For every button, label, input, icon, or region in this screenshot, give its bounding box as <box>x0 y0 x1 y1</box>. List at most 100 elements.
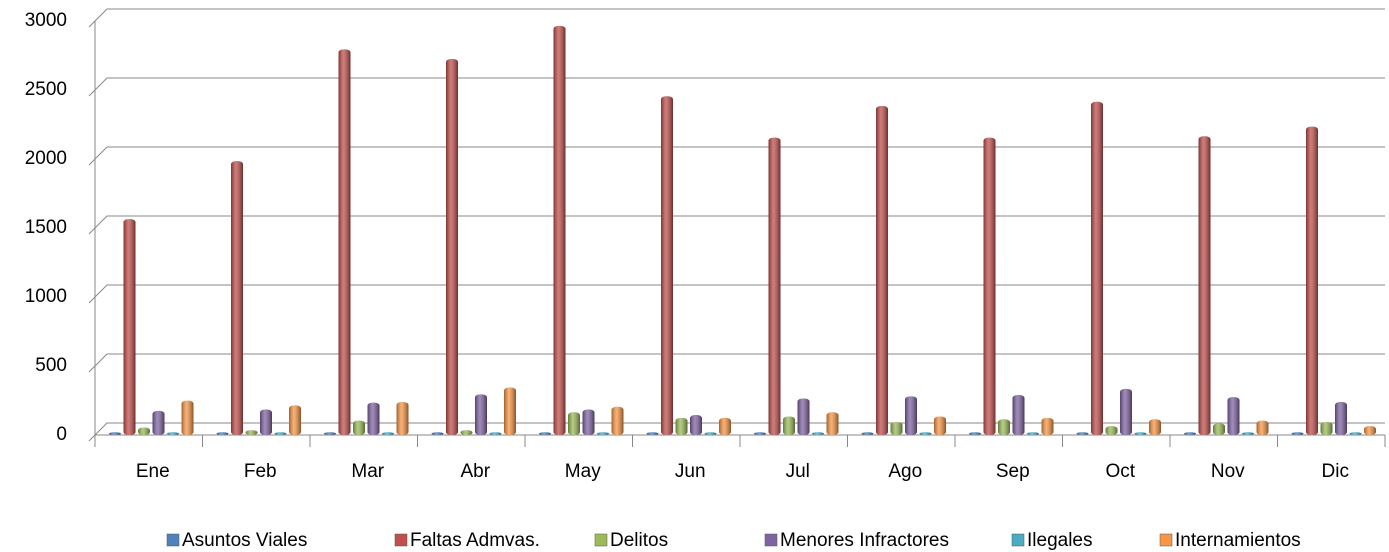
y-tick-label: 2500 <box>25 79 67 100</box>
bar <box>231 161 243 435</box>
grid-line <box>88 215 1385 235</box>
bar <box>934 416 946 435</box>
legend-label: Faltas Admvas. <box>410 530 540 551</box>
bar <box>582 409 595 435</box>
x-tick-label: Jul <box>786 461 810 482</box>
bar <box>1120 388 1132 435</box>
bar <box>1291 432 1304 435</box>
bar <box>152 410 165 435</box>
bar <box>396 401 409 435</box>
bar <box>367 402 380 435</box>
bar <box>338 49 351 436</box>
bar <box>475 394 487 435</box>
legend-swatch <box>1159 533 1173 547</box>
bar <box>167 432 179 435</box>
bar <box>797 398 810 435</box>
bar <box>768 137 781 435</box>
y-tick-label: 1500 <box>25 217 67 238</box>
legend-label: Asuntos Viales <box>182 530 307 551</box>
bar <box>1306 126 1318 435</box>
y-tick-label: 1000 <box>25 286 67 307</box>
y-tick-label: 3000 <box>25 10 67 31</box>
bar <box>1091 101 1103 436</box>
x-tick-label: Abr <box>460 461 490 482</box>
x-tick-label: Dic <box>1322 461 1349 482</box>
x-tick-label: Sep <box>996 461 1030 482</box>
bar <box>675 417 688 435</box>
bar <box>1256 420 1269 435</box>
bar <box>661 96 673 435</box>
bar <box>1184 432 1196 435</box>
bar <box>382 432 394 435</box>
grid-line <box>88 422 1385 442</box>
bar <box>1012 395 1025 435</box>
bar <box>969 432 981 435</box>
bar <box>704 432 717 435</box>
bar <box>460 430 473 435</box>
bar <box>181 400 194 435</box>
bar <box>826 412 839 435</box>
legend-swatch <box>166 533 180 547</box>
bar <box>1213 423 1225 435</box>
legend-label: Internamientos <box>1175 530 1301 551</box>
bar <box>1335 401 1347 435</box>
bar <box>905 396 917 435</box>
y-tick-label: 0 <box>56 424 67 445</box>
bar <box>245 430 258 435</box>
legend-swatch <box>1011 533 1025 547</box>
legend-swatch <box>594 533 608 547</box>
bar <box>719 417 731 435</box>
x-tick-label: Nov <box>1211 461 1245 482</box>
bar <box>1041 417 1054 435</box>
bar <box>324 432 336 435</box>
bar <box>1364 426 1376 435</box>
bar <box>876 105 888 435</box>
bar <box>539 432 551 435</box>
legend-label: Delitos <box>610 530 668 551</box>
bar <box>553 25 566 436</box>
grid-line <box>88 146 1385 166</box>
x-tick-label: Oct <box>1105 461 1135 482</box>
bar <box>1198 136 1211 436</box>
x-tick-label: Ago <box>888 461 922 482</box>
bar <box>1027 432 1039 435</box>
bar <box>504 387 516 435</box>
y-tick-label: 500 <box>35 355 67 376</box>
grid-line <box>88 353 1385 373</box>
legend-label: Menores Infractores <box>780 530 949 551</box>
bar <box>919 432 932 435</box>
bar <box>274 432 287 435</box>
bar <box>983 137 996 435</box>
bar <box>1076 432 1089 435</box>
grid-line <box>88 8 1385 28</box>
bar <box>998 419 1010 435</box>
grid-line <box>88 77 1385 97</box>
bar <box>1134 432 1147 435</box>
legend-label: Ilegales <box>1027 530 1093 551</box>
bar <box>1349 432 1362 435</box>
bar <box>1227 397 1240 435</box>
x-tick-label: Ene <box>136 461 170 482</box>
x-tick-label: May <box>565 461 601 482</box>
bar <box>754 432 766 435</box>
y-tick-label: 2000 <box>25 148 67 169</box>
bar <box>1242 432 1254 435</box>
bar <box>431 432 444 435</box>
bar <box>861 432 874 435</box>
bar <box>216 432 229 435</box>
bar <box>611 406 624 435</box>
legend-swatch <box>394 533 408 547</box>
x-tick-label: Jun <box>675 461 706 482</box>
bar <box>690 415 702 435</box>
x-tick-label: Mar <box>351 461 384 482</box>
grid-line <box>88 284 1385 304</box>
bar <box>783 416 795 435</box>
bar <box>289 405 301 435</box>
bar <box>446 59 458 436</box>
bar <box>812 432 824 435</box>
bar <box>109 432 121 435</box>
bar <box>1149 419 1161 435</box>
bar <box>568 412 580 435</box>
bar <box>1320 421 1333 435</box>
